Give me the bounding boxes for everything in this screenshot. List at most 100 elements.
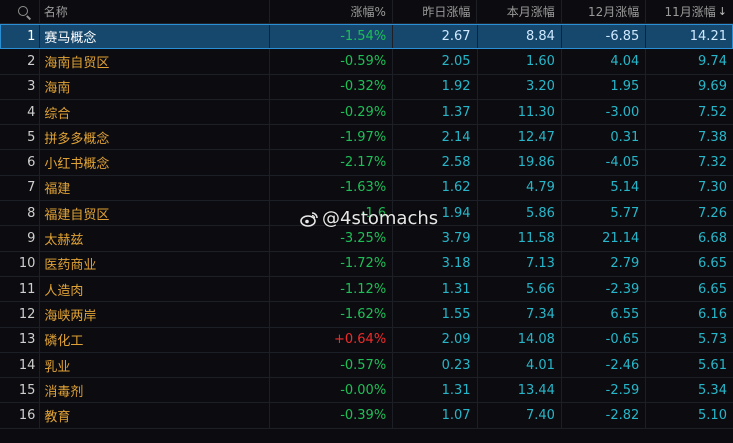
row-index: 10: [0, 251, 41, 276]
header-name[interactable]: 名称: [40, 0, 270, 23]
table-row[interactable]: 5 拼多多概念 -1.97% 2.14 12.47 0.31 7.38: [0, 125, 733, 151]
change-percent: -0.29%: [270, 99, 394, 125]
change-percent: -1.63%: [270, 175, 394, 201]
november-change: 9.74: [698, 53, 727, 69]
header-month-label: 本月涨幅: [506, 5, 555, 19]
sector-name: 太赫兹: [40, 226, 271, 251]
table-row[interactable]: 16 教育 -0.39% 1.07 7.40 -2.82 5.10: [0, 403, 733, 429]
table-row[interactable]: 11 人造肉 -1.12% 1.31 5.66 -2.39 6.65: [0, 276, 733, 303]
table-row[interactable]: 12 海峡两岸 -1.62% 1.55 7.34 6.55 6.16: [0, 302, 733, 328]
december-change: -0.65: [562, 327, 647, 352]
month-change: 7.40: [478, 403, 562, 428]
search-icon[interactable]: [18, 5, 30, 18]
sector-name: 海南: [40, 74, 271, 99]
yesterday-change: 0.23: [393, 352, 478, 378]
row-index: 9: [0, 226, 41, 251]
yesterday-change: 2.67: [393, 24, 478, 49]
sector-name: 人造肉: [40, 276, 271, 302]
table-row[interactable]: 7 福建 -1.63% 1.62 4.79 5.14 7.30: [0, 175, 733, 202]
month-change: 7.34: [478, 302, 562, 327]
table-header: 名称 涨幅% 昨日涨幅 本月涨幅 12月涨幅 11月涨幅 ↓: [0, 0, 733, 24]
yesterday-change: 3.18: [393, 251, 478, 276]
table-row[interactable]: 9 太赫兹 -3.25% 3.79 11.58 21.14 6.68: [0, 226, 733, 252]
sector-name: 福建: [40, 175, 271, 201]
november-change: 5.10: [698, 408, 727, 424]
sector-name: 乳业: [40, 352, 271, 378]
header-name-label: 名称: [43, 5, 68, 19]
change-percent: -0.00%: [270, 378, 394, 403]
weibo-icon: [300, 211, 318, 227]
table-row[interactable]: 14 乳业 -0.57% 0.23 4.01 -2.46 5.61: [0, 352, 733, 379]
watermark-text: @4stomachs: [322, 208, 439, 229]
change-percent: -1.62%: [270, 302, 394, 327]
month-change: 5.86: [478, 201, 562, 226]
november-change: 7.52: [698, 104, 727, 120]
change-percent: -3.25%: [270, 226, 394, 251]
row-index: 13: [0, 327, 41, 352]
sector-name: 小红书概念: [40, 150, 271, 175]
change-percent: -1.6: [270, 201, 394, 226]
sector-name: 综合: [40, 99, 271, 125]
december-change: -4.05: [562, 150, 647, 175]
yesterday-change: 3.79: [393, 226, 478, 251]
change-percent: -0.39%: [270, 403, 394, 428]
december-change: -2.39: [562, 276, 647, 302]
month-change: 5.66: [478, 276, 562, 302]
yesterday-change: 1.55: [393, 302, 478, 327]
table-row[interactable]: 10 医药商业 -1.72% 3.18 7.13 2.79 6.65: [0, 251, 733, 277]
change-percent: +0.64%: [270, 327, 394, 352]
header-november[interactable]: 11月涨幅 ↓: [646, 0, 733, 23]
yesterday-change: 1.31: [393, 276, 478, 302]
change-percent: -0.32%: [270, 74, 394, 99]
november-change: 7.32: [698, 155, 727, 171]
sector-name: 拼多多概念: [40, 125, 271, 150]
table-row[interactable]: 6 小红书概念 -2.17% 2.58 19.86 -4.05 7.32: [0, 150, 733, 176]
header-yesterday-label: 昨日涨幅: [422, 5, 471, 19]
header-change[interactable]: 涨幅%: [270, 0, 393, 23]
table-row[interactable]: 15 消毒剂 -0.00% 1.31 13.44 -2.59 5.34: [0, 378, 733, 404]
yesterday-change: 2.05: [393, 49, 478, 74]
table-row[interactable]: 1 赛马概念 -1.54% 2.67 8.84 -6.85 14.21: [0, 24, 733, 50]
november-change: 6.65: [698, 256, 727, 272]
yesterday-change: 2.58: [393, 150, 478, 175]
november-change: 6.16: [698, 306, 727, 322]
month-change: 11.30: [478, 99, 562, 125]
table-row[interactable]: 2 海南自贸区 -0.59% 2.05 1.60 4.04 9.74: [0, 49, 733, 75]
sector-name: 医药商业: [40, 251, 271, 276]
header-month[interactable]: 本月涨幅: [477, 0, 562, 23]
yesterday-change: 1.37: [393, 99, 478, 125]
sector-name: 教育: [40, 403, 271, 428]
table-row[interactable]: 8 福建自贸区 -1.6 1.94 5.86 5.77 7.26: [0, 201, 733, 227]
december-change: -6.85: [562, 24, 647, 49]
header-december[interactable]: 12月涨幅: [562, 0, 647, 23]
table-row[interactable]: 13 磷化工 +0.64% 2.09 14.08 -0.65 5.73: [0, 327, 733, 353]
table-row[interactable]: 3 海南 -0.32% 1.92 3.20 1.95 9.69: [0, 74, 733, 100]
header-yesterday[interactable]: 昨日涨幅: [393, 0, 478, 23]
sector-name: 海南自贸区: [40, 49, 271, 74]
yesterday-change: 1.62: [393, 175, 478, 201]
month-change: 8.84: [478, 24, 562, 49]
change-percent: -1.97%: [270, 125, 394, 150]
november-change: 7.38: [698, 129, 727, 145]
sector-name: 赛马概念: [40, 24, 271, 49]
sector-ranking-table: 名称 涨幅% 昨日涨幅 本月涨幅 12月涨幅 11月涨幅 ↓ 1 赛马概念 -1.5…: [0, 0, 733, 429]
sector-name: 磷化工: [40, 327, 271, 352]
sort-desc-icon: ↓: [717, 5, 727, 18]
november-change: 9.69: [698, 79, 727, 95]
month-change: 4.79: [478, 175, 562, 201]
month-change: 7.13: [478, 251, 562, 276]
header-search-cell[interactable]: [0, 0, 40, 23]
row-index: 12: [0, 302, 41, 327]
watermark: @4stomachs: [300, 208, 438, 229]
november-change: 7.30: [698, 180, 727, 196]
row-index: 1: [0, 24, 41, 49]
december-change: -2.59: [562, 378, 647, 403]
row-index: 3: [0, 74, 41, 99]
header-november-label: 11月涨幅: [664, 5, 716, 19]
row-index: 15: [0, 378, 41, 403]
table-row[interactable]: 4 综合 -0.29% 1.37 11.30 -3.00 7.52: [0, 99, 733, 126]
november-change: 14.21: [689, 28, 727, 44]
change-percent: -1.12%: [270, 276, 394, 302]
december-change: 4.04: [562, 49, 647, 74]
november-change: 5.73: [698, 332, 727, 348]
